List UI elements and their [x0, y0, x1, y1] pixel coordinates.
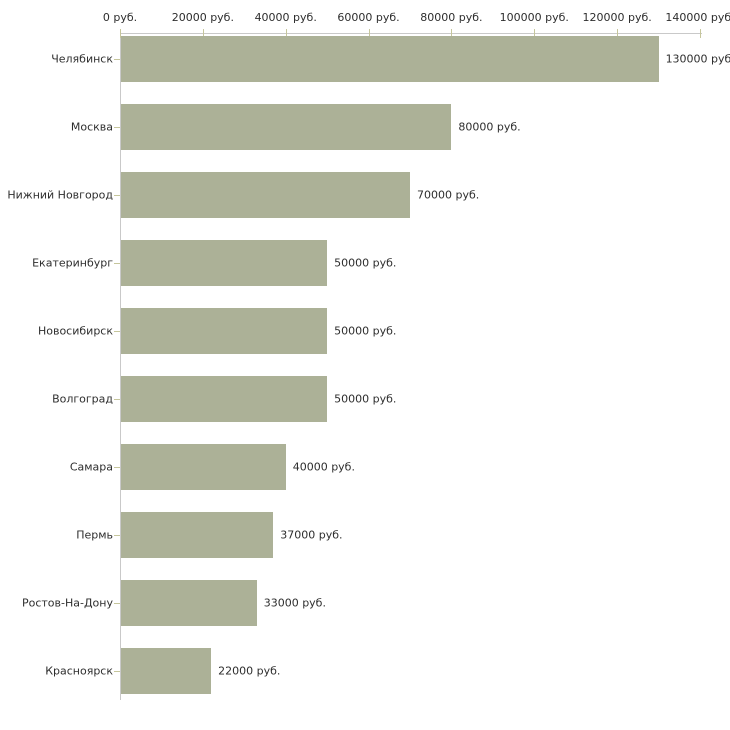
x-axis-tick-label: 60000 руб.	[337, 11, 400, 24]
x-axis-tick-label: 140000 руб.	[665, 11, 730, 24]
category-label: Самара	[69, 460, 113, 474]
x-axis-tick	[534, 29, 536, 38]
y-axis-line	[120, 33, 121, 700]
x-axis-tick-label: 40000 руб.	[254, 11, 317, 24]
category-tick	[114, 195, 120, 196]
category-tick	[114, 59, 120, 60]
category-label: Ростов-На-Дону	[21, 596, 113, 610]
x-axis-line	[120, 33, 702, 34]
value-label: 50000 руб.	[334, 324, 397, 338]
bar	[121, 580, 257, 626]
category-label: Челябинск	[51, 52, 113, 66]
value-label: 70000 руб.	[417, 188, 480, 202]
bar	[121, 648, 212, 694]
x-axis-tick-label: 80000 руб.	[420, 11, 483, 24]
bar	[121, 172, 410, 218]
x-axis-tick	[451, 29, 453, 38]
value-label: 22000 руб.	[218, 664, 281, 678]
bar	[121, 104, 452, 150]
x-axis-tick	[700, 29, 701, 38]
category-label: Волгоград	[52, 392, 113, 406]
value-label: 40000 руб.	[292, 460, 355, 474]
category-tick	[114, 331, 120, 332]
category-label: Нижний Новгород	[7, 188, 113, 202]
x-axis-tick	[120, 29, 121, 38]
value-label: 37000 руб.	[280, 528, 343, 542]
category-tick	[114, 671, 120, 672]
category-tick	[114, 603, 120, 604]
bar	[121, 240, 328, 286]
category-label: Новосибирск	[37, 324, 113, 338]
bar	[121, 444, 286, 490]
value-label: 50000 руб.	[334, 256, 397, 270]
category-tick	[114, 535, 120, 536]
category-label: Красноярск	[45, 664, 113, 678]
x-axis-tick-label: 120000 руб.	[582, 11, 652, 24]
x-axis-tick	[285, 29, 287, 38]
x-axis-tick-label: 0 руб.	[102, 11, 138, 24]
value-label: 50000 руб.	[334, 392, 397, 406]
x-axis-tick-label: 20000 руб.	[171, 11, 234, 24]
bar	[121, 308, 328, 354]
value-label: 80000 руб.	[458, 120, 521, 134]
category-label: Пермь	[76, 528, 113, 542]
x-axis-tick	[202, 29, 204, 38]
category-label: Екатеринбург	[32, 256, 113, 270]
value-label: 33000 руб.	[263, 596, 326, 610]
x-axis-tick	[617, 29, 619, 38]
x-axis-tick-label: 100000 руб.	[499, 11, 569, 24]
bar	[121, 36, 659, 82]
bar	[121, 512, 274, 558]
category-tick	[114, 263, 120, 264]
category-tick	[114, 399, 120, 400]
category-tick	[114, 127, 120, 128]
category-tick	[114, 467, 120, 468]
value-label: 130000 руб.	[665, 52, 730, 66]
bar	[121, 376, 328, 422]
x-axis-tick	[368, 29, 370, 38]
category-label: Москва	[70, 120, 113, 134]
